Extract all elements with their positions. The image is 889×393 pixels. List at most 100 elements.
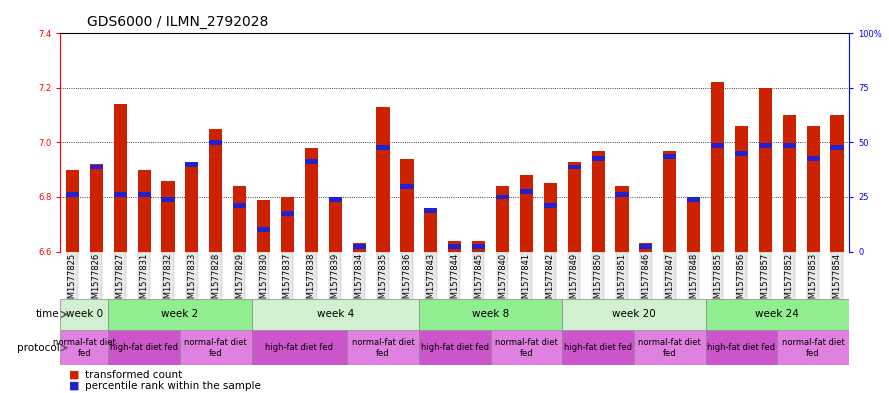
Bar bbox=[353, 244, 365, 248]
Text: normal-fat diet
fed: normal-fat diet fed bbox=[53, 338, 116, 358]
Text: normal-fat diet
fed: normal-fat diet fed bbox=[638, 338, 701, 358]
Bar bbox=[138, 192, 150, 197]
Text: ■: ■ bbox=[69, 370, 84, 380]
Text: GDS6000 / ILMN_2792028: GDS6000 / ILMN_2792028 bbox=[87, 15, 268, 29]
Bar bbox=[180, 330, 252, 365]
Bar bbox=[233, 186, 246, 252]
Text: high-fat diet fed: high-fat diet fed bbox=[708, 343, 775, 352]
Text: normal-fat diet
fed: normal-fat diet fed bbox=[352, 338, 414, 358]
Bar bbox=[687, 197, 701, 202]
Text: week 4: week 4 bbox=[316, 309, 354, 320]
Bar bbox=[209, 129, 222, 252]
Bar bbox=[114, 104, 127, 252]
Text: week 20: week 20 bbox=[612, 309, 656, 320]
Bar bbox=[108, 299, 252, 330]
Text: high-fat diet fed: high-fat diet fed bbox=[110, 343, 178, 352]
Text: time: time bbox=[36, 309, 60, 320]
Bar bbox=[544, 184, 557, 252]
Bar bbox=[138, 170, 150, 252]
Bar bbox=[663, 154, 677, 158]
Text: normal-fat diet
fed: normal-fat diet fed bbox=[781, 338, 845, 358]
Bar bbox=[448, 244, 461, 248]
Text: ■: ■ bbox=[69, 381, 84, 391]
Bar bbox=[759, 88, 772, 252]
Bar bbox=[257, 200, 270, 252]
Bar bbox=[90, 164, 103, 252]
Bar bbox=[329, 197, 341, 202]
Bar bbox=[252, 330, 348, 365]
Bar bbox=[759, 143, 772, 148]
Text: week 8: week 8 bbox=[472, 309, 509, 320]
Bar bbox=[162, 197, 174, 202]
Bar bbox=[496, 195, 509, 199]
Bar bbox=[663, 151, 677, 252]
Bar bbox=[448, 241, 461, 252]
Bar bbox=[252, 299, 419, 330]
Bar bbox=[639, 244, 653, 248]
Bar bbox=[830, 115, 844, 252]
Bar bbox=[782, 143, 796, 148]
Bar bbox=[496, 186, 509, 252]
Bar bbox=[281, 197, 294, 252]
Bar bbox=[162, 181, 174, 252]
Bar bbox=[329, 200, 341, 252]
Text: high-fat diet fed: high-fat diet fed bbox=[420, 343, 489, 352]
Bar bbox=[233, 203, 246, 208]
Text: normal-fat diet
fed: normal-fat diet fed bbox=[495, 338, 557, 358]
Bar bbox=[591, 156, 605, 161]
Bar bbox=[615, 186, 629, 252]
Text: week 0: week 0 bbox=[66, 309, 103, 320]
Text: percentile rank within the sample: percentile rank within the sample bbox=[85, 381, 261, 391]
Bar bbox=[257, 227, 270, 232]
Bar bbox=[114, 192, 127, 197]
Bar bbox=[491, 330, 562, 365]
Bar bbox=[634, 330, 706, 365]
Text: high-fat diet fed: high-fat diet fed bbox=[266, 343, 333, 352]
Bar bbox=[60, 299, 108, 330]
Bar bbox=[520, 175, 533, 252]
Bar bbox=[735, 126, 748, 252]
Bar bbox=[568, 162, 581, 252]
Text: week 24: week 24 bbox=[756, 309, 799, 320]
Bar bbox=[185, 162, 198, 167]
Bar bbox=[209, 140, 222, 145]
Text: normal-fat diet
fed: normal-fat diet fed bbox=[184, 338, 247, 358]
Bar bbox=[60, 330, 108, 365]
Bar bbox=[305, 159, 318, 164]
Bar bbox=[66, 192, 79, 197]
Bar bbox=[806, 126, 820, 252]
Bar bbox=[419, 299, 562, 330]
Bar bbox=[735, 151, 748, 156]
Bar bbox=[281, 211, 294, 216]
Bar bbox=[777, 330, 849, 365]
Bar bbox=[687, 200, 701, 252]
Bar bbox=[782, 115, 796, 252]
Bar bbox=[376, 107, 389, 252]
Bar bbox=[400, 159, 413, 252]
Bar bbox=[706, 299, 849, 330]
Bar bbox=[66, 170, 79, 252]
Bar bbox=[348, 330, 419, 365]
Bar bbox=[711, 83, 725, 252]
Bar bbox=[615, 192, 629, 197]
Bar bbox=[90, 165, 103, 169]
Text: protocol: protocol bbox=[17, 343, 60, 353]
Bar bbox=[830, 145, 844, 151]
Bar bbox=[806, 156, 820, 161]
Bar bbox=[419, 330, 491, 365]
Bar bbox=[562, 330, 634, 365]
Bar bbox=[424, 208, 437, 252]
Text: week 2: week 2 bbox=[161, 309, 198, 320]
Bar bbox=[568, 165, 581, 169]
Bar bbox=[472, 244, 485, 248]
Bar bbox=[591, 151, 605, 252]
Bar bbox=[520, 189, 533, 194]
Text: transformed count: transformed count bbox=[85, 370, 182, 380]
Bar bbox=[185, 164, 198, 252]
Text: high-fat diet fed: high-fat diet fed bbox=[565, 343, 632, 352]
Bar bbox=[706, 330, 777, 365]
Bar bbox=[562, 299, 706, 330]
Bar bbox=[305, 148, 318, 252]
Bar bbox=[711, 143, 725, 148]
Bar bbox=[108, 330, 180, 365]
